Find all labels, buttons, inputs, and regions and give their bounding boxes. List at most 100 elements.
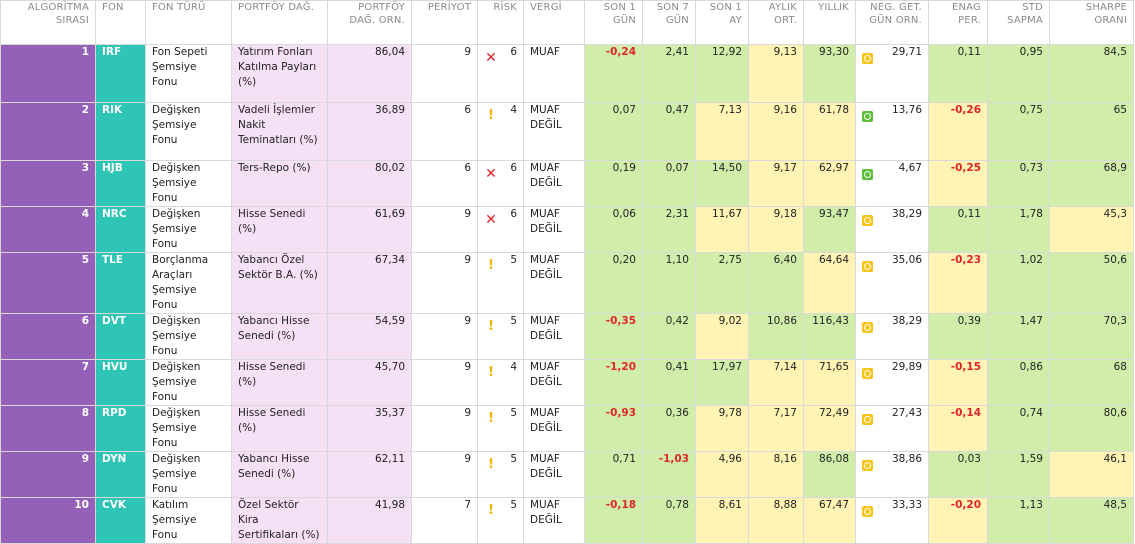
tax-cell: MUAF DEĞİL <box>523 405 585 452</box>
warning-icon: ! <box>488 319 494 334</box>
tax-cell: MUAF DEĞİL <box>523 359 585 406</box>
warning-icon: ! <box>488 258 494 273</box>
col-header-algoritma-sirasi[interactable]: ALGORİTMA SIRASI <box>0 0 96 45</box>
risk-value: 5 <box>510 254 517 266</box>
table-row[interactable]: 10 CVK Katılım Şemsiye Fonu Özel Sektör … <box>0 497 1134 544</box>
table-row[interactable]: 9 DYN Değişken Şemsiye Fonu Yabancı Hiss… <box>0 451 1134 498</box>
table-row[interactable]: 8 RPD Değişken Şemsiye Fonu Hisse Senedi… <box>0 405 1134 452</box>
negative-value: -0,14 <box>950 407 981 419</box>
negative-value: -0,18 <box>605 499 636 511</box>
col-header-yillik[interactable]: YILLIK <box>803 0 856 45</box>
table-row[interactable]: 6 DVT Değişken Şemsiye Fonu Yabancı Hiss… <box>0 313 1134 360</box>
son-7-gun-cell: 0,42 <box>642 313 696 360</box>
yellow-status-icon <box>862 460 873 471</box>
col-header-fon-turu[interactable]: FON TÜRÜ <box>145 0 232 45</box>
table-row[interactable]: 7 HVU Değişken Şemsiye Fonu Hisse Senedi… <box>0 359 1134 406</box>
fund-code-link[interactable]: HVU <box>95 359 146 406</box>
fund-code-link[interactable]: DYN <box>95 451 146 498</box>
aylik-ort-cell: 9,17 <box>748 160 804 207</box>
neg-get-value: 38,29 <box>891 208 922 220</box>
col-header-portfoy-dag[interactable]: PORTFÖY DAĞ. <box>231 0 328 45</box>
portfolio-ratio-cell: 35,37 <box>327 405 412 452</box>
son-1-ay-cell: 12,92 <box>695 44 749 103</box>
risk-cell: ! 5 <box>477 252 524 314</box>
fund-type-cell: Borçlanma Araçları Şemsiye Fonu <box>145 252 232 314</box>
neg-get-cell: 38,29 <box>855 313 929 360</box>
table-row[interactable]: 5 TLE Borçlanma Araçları Şemsiye Fonu Ya… <box>0 252 1134 314</box>
sharpe-cell: 80,6 <box>1049 405 1134 452</box>
col-header-std-sapma[interactable]: STD SAPMA <box>987 0 1050 45</box>
cross-icon: ✕ <box>485 212 497 228</box>
risk-cell: ✕ 6 <box>477 160 524 207</box>
neg-get-cell: 33,33 <box>855 497 929 544</box>
col-header-risk[interactable]: RİSK <box>477 0 524 45</box>
neg-get-value: 4,67 <box>898 162 922 174</box>
neg-get-value: 38,29 <box>891 315 922 327</box>
fund-code-link[interactable]: TLE <box>95 252 146 314</box>
col-header-aylik-ort[interactable]: AYLIK ORT. <box>748 0 804 45</box>
col-header-sharpe-orani[interactable]: SHARPE ORANI <box>1049 0 1134 45</box>
yillik-cell: 116,43 <box>803 313 856 360</box>
table-row[interactable]: 2 RIK Değişken Şemsiye Fonu Vadeli İşlem… <box>0 102 1134 161</box>
col-header-portfoy-dag-orn[interactable]: PORTFÖY DAĞ. ORN. <box>327 0 412 45</box>
son-1-gun-cell: 0,20 <box>584 252 643 314</box>
rank-cell: 1 <box>0 44 96 103</box>
fund-code-link[interactable]: NRC <box>95 206 146 253</box>
cross-icon: ✕ <box>485 50 497 66</box>
table-row[interactable]: 1 IRF Fon Sepeti Şemsiye Fonu Yatırım Fo… <box>0 44 1134 103</box>
fund-type-cell: Değişken Şemsiye Fonu <box>145 405 232 452</box>
neg-get-value: 29,71 <box>891 46 922 58</box>
son-1-gun-cell: -0,35 <box>584 313 643 360</box>
son-1-gun-cell: 0,19 <box>584 160 643 207</box>
son-1-gun-cell: 0,06 <box>584 206 643 253</box>
fund-code-link[interactable]: DVT <box>95 313 146 360</box>
negative-value: -1,03 <box>658 453 689 465</box>
fund-code-link[interactable]: IRF <box>95 44 146 103</box>
yillik-cell: 72,49 <box>803 405 856 452</box>
fund-type-cell: Değişken Şemsiye Fonu <box>145 313 232 360</box>
portfolio-dist-cell: Hisse Senedi (%) <box>231 359 328 406</box>
fund-code-link[interactable]: RIK <box>95 102 146 161</box>
portfolio-dist-cell: Hisse Senedi (%) <box>231 405 328 452</box>
warning-icon: ! <box>488 108 494 123</box>
enag-cell: -0,14 <box>928 405 988 452</box>
negative-value: -0,93 <box>605 407 636 419</box>
col-header-son-1-gun[interactable]: SON 1 GÜN <box>584 0 643 45</box>
col-header-periyot[interactable]: PERİYOT <box>411 0 478 45</box>
enag-cell: 0,11 <box>928 44 988 103</box>
col-header-son-7-gun[interactable]: SON 7 GÜN <box>642 0 696 45</box>
col-header-vergi[interactable]: VERGİ <box>523 0 585 45</box>
period-cell: 6 <box>411 102 478 161</box>
col-header-neg-get-gun-orn[interactable]: NEG. GET. GÜN ORN. <box>855 0 929 45</box>
fund-code-link[interactable]: CVK <box>95 497 146 544</box>
neg-get-value: 27,43 <box>891 407 922 419</box>
portfolio-ratio-cell: 61,69 <box>327 206 412 253</box>
aylik-ort-cell: 8,88 <box>748 497 804 544</box>
col-header-fon[interactable]: FON <box>95 0 146 45</box>
son-1-ay-cell: 14,50 <box>695 160 749 207</box>
col-header-son-1-ay[interactable]: SON 1 AY <box>695 0 749 45</box>
enag-cell: 0,03 <box>928 451 988 498</box>
son-1-gun-cell: -0,18 <box>584 497 643 544</box>
portfolio-dist-cell: Vadeli İşlemler Nakit Teminatları (%) <box>231 102 328 161</box>
sharpe-cell: 70,3 <box>1049 313 1134 360</box>
fund-type-cell: Değişken Şemsiye Fonu <box>145 102 232 161</box>
fund-code-link[interactable]: RPD <box>95 405 146 452</box>
yillik-cell: 62,97 <box>803 160 856 207</box>
sharpe-cell: 65 <box>1049 102 1134 161</box>
risk-value: 6 <box>510 208 517 220</box>
rank-cell: 10 <box>0 497 96 544</box>
son-7-gun-cell: 2,31 <box>642 206 696 253</box>
risk-value: 4 <box>510 361 517 373</box>
negative-value: -0,35 <box>605 315 636 327</box>
enag-cell: -0,20 <box>928 497 988 544</box>
son-7-gun-cell: 0,78 <box>642 497 696 544</box>
fund-type-cell: Katılım Şemsiye Fonu <box>145 497 232 544</box>
period-cell: 9 <box>411 44 478 103</box>
fund-code-link[interactable]: HJB <box>95 160 146 207</box>
tax-cell: MUAF DEĞİL <box>523 313 585 360</box>
col-header-enag-per[interactable]: ENAG PER. <box>928 0 988 45</box>
table-row[interactable]: 3 HJB Değişken Şemsiye Fonu Ters-Repo (%… <box>0 160 1134 207</box>
table-row[interactable]: 4 NRC Değişken Şemsiye Fonu Hisse Senedi… <box>0 206 1134 253</box>
std-sapma-cell: 0,95 <box>987 44 1050 103</box>
